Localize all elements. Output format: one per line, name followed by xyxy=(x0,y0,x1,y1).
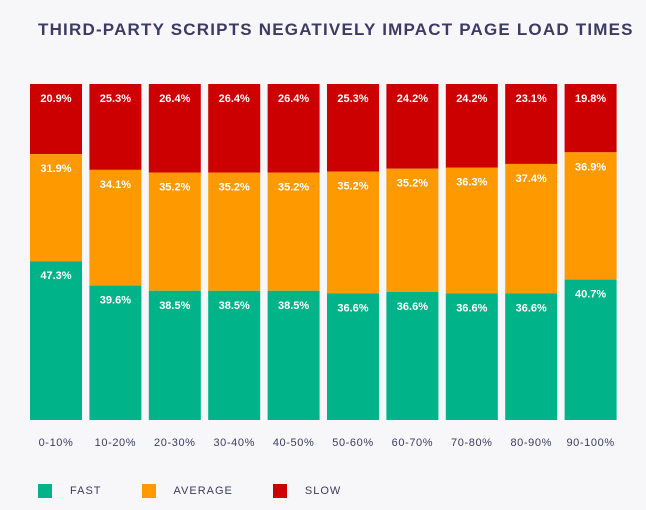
bar-segment-slow-60-70% xyxy=(386,84,439,169)
data-label-slow-70-80%: 24.2% xyxy=(456,93,487,105)
data-label-average-60-70%: 35.2% xyxy=(397,178,428,190)
legend-swatch-average xyxy=(141,484,156,498)
data-label-slow-50-60%: 25.3% xyxy=(337,93,368,105)
bar-segment-slow-50-60% xyxy=(327,84,379,172)
data-label-slow-30-40%: 26.4% xyxy=(219,93,250,105)
bar-segment-slow-20-30% xyxy=(148,84,201,173)
bar-segment-average-50-60% xyxy=(327,171,379,294)
data-label-slow-10-20%: 25.3% xyxy=(100,93,131,105)
legend-label-fast: FAST xyxy=(70,485,102,497)
bar-segment-slow-70-80% xyxy=(445,84,498,168)
bar-segment-average-20-30% xyxy=(148,172,201,291)
bar-segment-fast-70-80% xyxy=(445,293,498,420)
data-label-slow-80-90%: 23.1% xyxy=(516,93,547,105)
bar-segment-slow-30-40% xyxy=(208,84,261,173)
legend-swatch-slow xyxy=(272,484,287,498)
data-label-slow-90-100%: 19.8% xyxy=(575,93,606,105)
chart-legend: FAST AVERAGE SLOW xyxy=(38,484,381,498)
x-tick-label: 70-80% xyxy=(451,437,493,449)
x-tick-label: 10-20% xyxy=(95,437,137,449)
data-label-slow-40-50%: 26.4% xyxy=(278,93,309,105)
data-label-average-90-100%: 36.9% xyxy=(575,161,606,173)
data-label-fast-50-60%: 36.6% xyxy=(337,302,368,314)
data-label-fast-90-100%: 40.7% xyxy=(575,289,606,301)
bar-segment-average-0-10% xyxy=(30,154,82,262)
stacked-bar-chart: 20.9% 31.9% 47.3% 0-10% 25.3% 34.1% 39.6% 10-20… xyxy=(30,84,617,449)
x-tick-label: 40-50% xyxy=(273,437,315,449)
data-label-fast-10-20%: 39.6% xyxy=(100,295,131,307)
bar-segment-fast-90-100% xyxy=(564,279,617,420)
data-label-fast-60-70%: 36.6% xyxy=(397,301,428,313)
data-label-average-50-60%: 35.2% xyxy=(337,181,368,193)
legend-item-fast: FAST xyxy=(38,484,102,498)
data-label-fast-30-40%: 38.5% xyxy=(219,300,250,312)
bar-segment-average-80-90% xyxy=(505,163,558,294)
data-label-fast-40-50%: 38.5% xyxy=(278,300,309,312)
bar-segment-slow-80-90% xyxy=(505,84,558,164)
bar-segment-slow-10-20% xyxy=(89,84,142,170)
bar-segment-fast-30-40% xyxy=(208,290,261,420)
x-tick-label: 20-30% xyxy=(154,437,196,449)
data-label-fast-70-80%: 36.6% xyxy=(456,302,487,314)
data-label-fast-0-10%: 47.3% xyxy=(40,270,71,282)
bar-segment-fast-10-20% xyxy=(89,285,142,420)
x-tick-label: 80-90% xyxy=(510,437,552,449)
bar-segment-fast-60-70% xyxy=(386,291,439,420)
legend-label-slow: SLOW xyxy=(304,485,342,497)
bar-segment-fast-40-50% xyxy=(267,290,320,420)
bar-segment-average-10-20% xyxy=(89,169,142,286)
data-label-slow-60-70%: 24.2% xyxy=(397,93,428,105)
bar-segment-average-70-80% xyxy=(445,167,498,294)
legend-item-average: AVERAGE xyxy=(141,484,233,498)
bar-segment-slow-0-10% xyxy=(30,84,82,155)
x-tick-label: 90-100% xyxy=(566,437,614,449)
bar-segment-average-40-50% xyxy=(267,172,320,291)
data-label-average-70-80%: 36.3% xyxy=(456,177,487,189)
data-label-average-20-30%: 35.2% xyxy=(159,182,190,194)
x-tick-label: 60-70% xyxy=(392,437,434,449)
data-label-average-30-40%: 35.2% xyxy=(219,182,250,194)
bar-segment-average-60-70% xyxy=(386,168,439,292)
data-label-average-80-90%: 37.4% xyxy=(516,173,547,185)
bar-segment-slow-40-50% xyxy=(267,84,320,173)
data-label-average-40-50%: 35.2% xyxy=(278,182,309,194)
x-tick-label: 50-60% xyxy=(332,437,374,449)
bar-segment-slow-90-100% xyxy=(564,84,617,153)
chart-title: THIRD-PARTY SCRIPTS NEGATIVELY IMPACT PA… xyxy=(38,20,634,39)
legend-item-slow: SLOW xyxy=(272,484,342,498)
x-tick-label: 0-10% xyxy=(39,437,74,449)
legend-label-average: AVERAGE xyxy=(173,485,233,497)
bar-segment-fast-80-90% xyxy=(505,293,558,420)
bar-segment-fast-20-30% xyxy=(148,290,201,420)
bar-segment-average-30-40% xyxy=(208,172,261,291)
legend-swatch-fast xyxy=(38,484,52,498)
data-label-slow-0-10%: 20.9% xyxy=(40,93,71,105)
data-label-average-10-20%: 34.1% xyxy=(100,179,131,191)
bar-segment-fast-0-10% xyxy=(30,261,82,420)
x-tick-label: 30-40% xyxy=(213,437,255,449)
bar-segment-average-90-100% xyxy=(564,152,617,280)
data-label-average-0-10%: 31.9% xyxy=(40,163,71,175)
bar-segment-fast-50-60% xyxy=(327,293,379,420)
data-label-fast-20-30%: 38.5% xyxy=(159,300,190,312)
data-label-slow-20-30%: 26.4% xyxy=(159,93,190,105)
data-label-fast-80-90%: 36.6% xyxy=(516,302,547,314)
